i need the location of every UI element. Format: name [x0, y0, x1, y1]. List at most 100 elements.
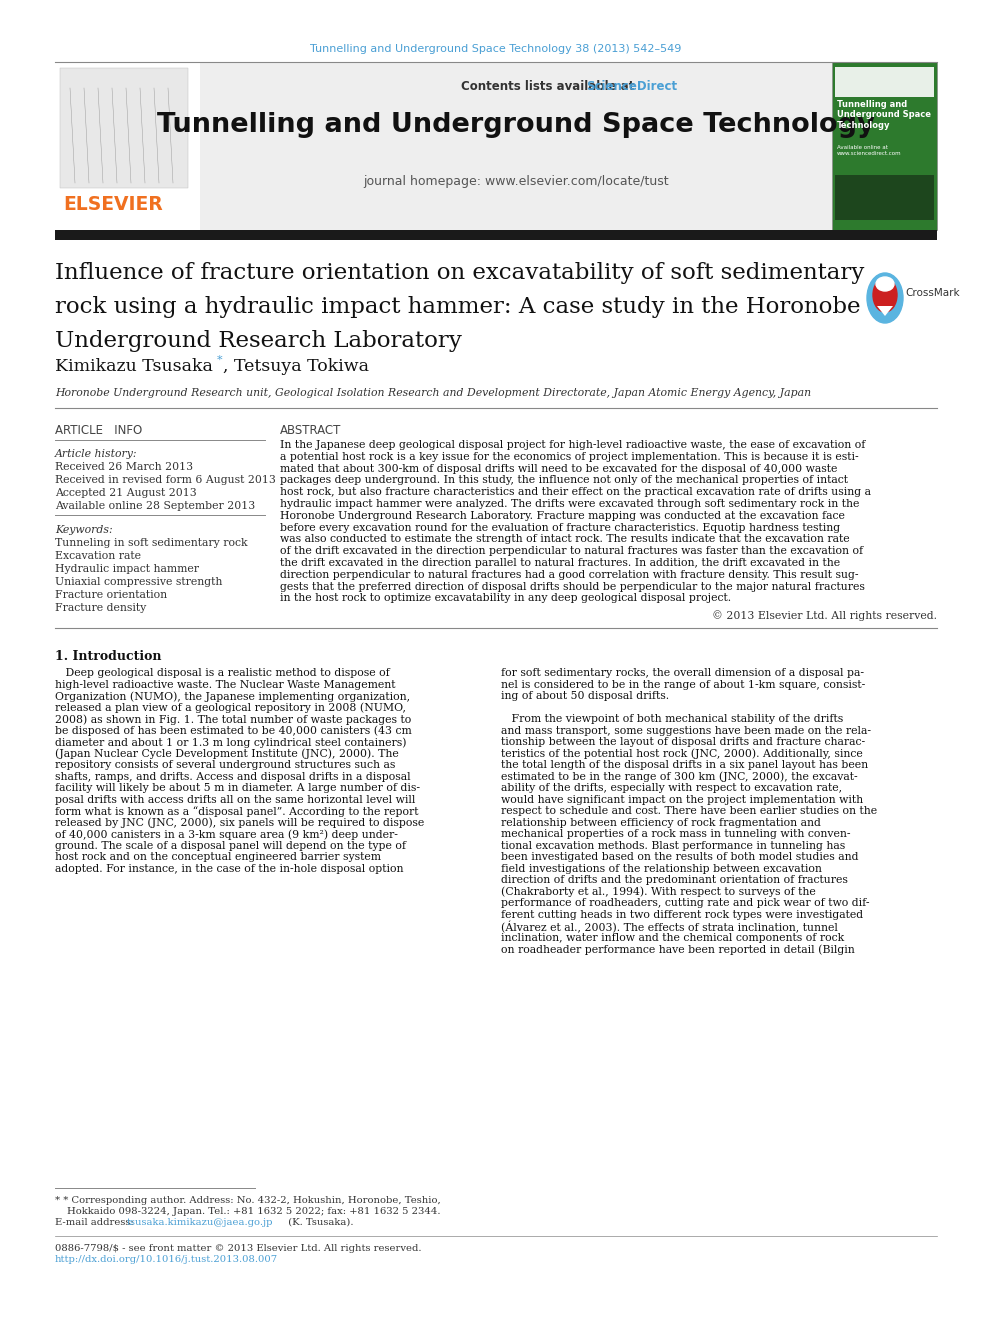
Text: 2008) as shown in Fig. 1. The total number of waste packages to: 2008) as shown in Fig. 1. The total numb…	[55, 714, 412, 725]
Text: inclination, water inflow and the chemical components of rock: inclination, water inflow and the chemic…	[501, 933, 844, 943]
Text: ABSTRACT: ABSTRACT	[280, 423, 341, 437]
Bar	[55, 230, 937, 239]
Text: (K. Tsusaka).: (K. Tsusaka).	[282, 1218, 353, 1226]
Text: Excavation rate: Excavation rate	[55, 550, 141, 561]
Text: the drift excavated in the direction parallel to natural fractures. In addition,: the drift excavated in the direction par…	[280, 558, 840, 568]
Text: high-level radioactive waste. The Nuclear Waste Management: high-level radioactive waste. The Nuclea…	[55, 680, 396, 689]
Text: From the viewpoint of both mechanical stability of the drifts: From the viewpoint of both mechanical st…	[501, 714, 843, 724]
Text: *: *	[217, 355, 222, 365]
Text: In the Japanese deep geological disposal project for high-level radioactive wast: In the Japanese deep geological disposal…	[280, 441, 865, 450]
Text: Underground Research Laboratory: Underground Research Laboratory	[55, 329, 462, 352]
Text: , Tetsuya Tokiwa: , Tetsuya Tokiwa	[223, 359, 369, 374]
Text: Contents lists available at: Contents lists available at	[461, 79, 643, 93]
Text: direction of drifts and the predominant orientation of fractures: direction of drifts and the predominant …	[501, 876, 848, 885]
Text: ing of about 50 disposal drifts.: ing of about 50 disposal drifts.	[501, 691, 670, 701]
Text: shafts, ramps, and drifts. Access and disposal drifts in a disposal: shafts, ramps, and drifts. Access and di…	[55, 771, 411, 782]
Text: Accepted 21 August 2013: Accepted 21 August 2013	[55, 488, 196, 497]
Text: host rock and on the conceptual engineered barrier system: host rock and on the conceptual engineer…	[55, 852, 381, 863]
Bar	[835, 175, 934, 220]
Polygon shape	[877, 306, 893, 316]
Text: diameter and about 1 or 1.3 m long cylindrical steel containers): diameter and about 1 or 1.3 m long cylin…	[55, 737, 407, 747]
Text: released by JNC (JNC, 2000), six panels will be required to dispose: released by JNC (JNC, 2000), six panels …	[55, 818, 425, 828]
Text: field investigations of the relationship between excavation: field investigations of the relationship…	[501, 864, 822, 873]
Bar	[60, 67, 188, 188]
Text: the total length of the disposal drifts in a six panel layout has been: the total length of the disposal drifts …	[501, 761, 868, 770]
Text: be disposed of has been estimated to be 40,000 canisters (43 cm: be disposed of has been estimated to be …	[55, 726, 412, 737]
Text: Hydraulic impact hammer: Hydraulic impact hammer	[55, 564, 199, 574]
Text: host rock, but also fracture characteristics and their effect on the practical e: host rock, but also fracture characteris…	[280, 487, 871, 497]
Text: Influence of fracture orientation on excavatability of soft sedimentary: Influence of fracture orientation on exc…	[55, 262, 864, 284]
Text: tional excavation methods. Blast performance in tunneling has: tional excavation methods. Blast perform…	[501, 840, 845, 851]
Text: (Japan Nuclear Cycle Development Institute (JNC), 2000). The: (Japan Nuclear Cycle Development Institu…	[55, 749, 399, 759]
Text: a potential host rock is a key issue for the economics of project implementation: a potential host rock is a key issue for…	[280, 451, 859, 462]
Text: posal drifts with access drifts all on the same horizontal level will: posal drifts with access drifts all on t…	[55, 795, 416, 804]
Text: estimated to be in the range of 300 km (JNC, 2000), the excavat-: estimated to be in the range of 300 km (…	[501, 771, 858, 782]
Text: Received 26 March 2013: Received 26 March 2013	[55, 462, 193, 472]
Text: released a plan view of a geological repository in 2008 (NUMO,: released a plan view of a geological rep…	[55, 703, 406, 713]
Text: mated that about 300-km of disposal drifts will need to be excavated for the dis: mated that about 300-km of disposal drif…	[280, 463, 837, 474]
Text: adopted. For instance, in the case of the in-hole disposal option: adopted. For instance, in the case of th…	[55, 864, 404, 873]
Text: 0886-7798/$ - see front matter © 2013 Elsevier Ltd. All rights reserved.: 0886-7798/$ - see front matter © 2013 El…	[55, 1244, 422, 1253]
Bar	[832, 62, 937, 230]
Text: Deep geological disposal is a realistic method to dispose of: Deep geological disposal is a realistic …	[55, 668, 390, 679]
Text: of the drift excavated in the direction perpendicular to natural fractures was f: of the drift excavated in the direction …	[280, 546, 863, 556]
Text: Horonobe Underground Research Laboratory. Fracture mapping was conducted at the : Horonobe Underground Research Laboratory…	[280, 511, 845, 521]
Text: Tunnelling and Underground Space Technology: Tunnelling and Underground Space Technol…	[157, 112, 875, 138]
Text: Available online 28 September 2013: Available online 28 September 2013	[55, 501, 255, 511]
Text: Hokkaido 098-3224, Japan. Tel.: +81 1632 5 2022; fax: +81 1632 5 2344.: Hokkaido 098-3224, Japan. Tel.: +81 1632…	[67, 1207, 440, 1216]
Text: been investigated based on the results of both model studies and: been investigated based on the results o…	[501, 852, 858, 863]
Text: Horonobe Underground Research unit, Geological Isolation Research and Developmen: Horonobe Underground Research unit, Geol…	[55, 388, 811, 398]
Text: and mass transport, some suggestions have been made on the rela-: and mass transport, some suggestions hav…	[501, 726, 871, 736]
Text: packages deep underground. In this study, the influence not only of the mechanic: packages deep underground. In this study…	[280, 475, 848, 486]
Text: ARTICLE   INFO: ARTICLE INFO	[55, 423, 142, 437]
Text: mechanical properties of a rock mass in tunneling with conven-: mechanical properties of a rock mass in …	[501, 830, 850, 839]
Bar	[200, 62, 832, 230]
Text: teristics of the potential host rock (JNC, 2000). Additionally, since: teristics of the potential host rock (JN…	[501, 749, 863, 759]
Text: before every excavation round for the evaluation of fracture characteristics. Eq: before every excavation round for the ev…	[280, 523, 840, 533]
Text: ELSEVIER: ELSEVIER	[63, 194, 163, 214]
Text: E-mail address:: E-mail address:	[55, 1218, 140, 1226]
Text: repository consists of several underground structures such as: repository consists of several undergrou…	[55, 761, 396, 770]
Text: 1. Introduction: 1. Introduction	[55, 650, 162, 663]
Text: Available online at
www.sciencedirect.com: Available online at www.sciencedirect.co…	[837, 146, 902, 156]
Text: journal homepage: www.elsevier.com/locate/tust: journal homepage: www.elsevier.com/locat…	[363, 175, 669, 188]
Text: tsusaka.kimikazu@jaea.go.jp: tsusaka.kimikazu@jaea.go.jp	[127, 1218, 274, 1226]
Text: ability of the drifts, especially with respect to excavation rate,: ability of the drifts, especially with r…	[501, 783, 842, 794]
Text: direction perpendicular to natural fractures had a good correlation with fractur: direction perpendicular to natural fract…	[280, 570, 858, 579]
Bar	[55, 62, 200, 230]
Text: relationship between efficiency of rock fragmentation and: relationship between efficiency of rock …	[501, 818, 820, 828]
Text: Fracture orientation: Fracture orientation	[55, 590, 167, 601]
Text: hydraulic impact hammer were analyzed. The drifts were excavated through soft se: hydraulic impact hammer were analyzed. T…	[280, 499, 859, 509]
Text: Tunnelling and Underground Space Technology 38 (2013) 542–549: Tunnelling and Underground Space Technol…	[310, 44, 682, 54]
Text: Tunnelling and
Underground Space
Technology: Tunnelling and Underground Space Technol…	[837, 101, 931, 130]
Text: of 40,000 canisters in a 3-km square area (9 km²) deep under-: of 40,000 canisters in a 3-km square are…	[55, 830, 398, 840]
Text: on roadheader performance have been reported in detail (Bilgin: on roadheader performance have been repo…	[501, 945, 855, 955]
Text: © 2013 Elsevier Ltd. All rights reserved.: © 2013 Elsevier Ltd. All rights reserved…	[712, 610, 937, 620]
Text: tionship between the layout of disposal drifts and fracture charac-: tionship between the layout of disposal …	[501, 737, 865, 747]
Bar	[835, 67, 934, 97]
Text: Tunneling in soft sedimentary rock: Tunneling in soft sedimentary rock	[55, 538, 248, 548]
Text: ferent cutting heads in two different rock types were investigated: ferent cutting heads in two different ro…	[501, 910, 863, 919]
Text: gests that the preferred direction of disposal drifts should be perpendicular to: gests that the preferred direction of di…	[280, 582, 865, 591]
Text: Uniaxial compressive strength: Uniaxial compressive strength	[55, 577, 222, 587]
Ellipse shape	[876, 277, 894, 291]
Text: ground. The scale of a disposal panel will depend on the type of: ground. The scale of a disposal panel wi…	[55, 840, 406, 851]
Text: CrossMark: CrossMark	[905, 288, 959, 298]
Text: ScienceDirect: ScienceDirect	[586, 79, 678, 93]
Text: nel is considered to be in the range of about 1-km square, consist-: nel is considered to be in the range of …	[501, 680, 865, 689]
Text: Kimikazu Tsusaka: Kimikazu Tsusaka	[55, 359, 213, 374]
Text: * * Corresponding author. Address: No. 432-2, Hokushin, Horonobe, Teshio,: * * Corresponding author. Address: No. 4…	[55, 1196, 440, 1205]
Text: facility will likely be about 5 m in diameter. A large number of dis-: facility will likely be about 5 m in dia…	[55, 783, 420, 794]
Text: http://dx.doi.org/10.1016/j.tust.2013.08.007: http://dx.doi.org/10.1016/j.tust.2013.08…	[55, 1256, 278, 1263]
Text: Organization (NUMO), the Japanese implementing organization,: Organization (NUMO), the Japanese implem…	[55, 691, 410, 701]
Text: (Álvarez et al., 2003). The effects of strata inclination, tunnel: (Álvarez et al., 2003). The effects of s…	[501, 921, 838, 934]
Text: was also conducted to estimate the strength of intact rock. The results indicate: was also conducted to estimate the stren…	[280, 534, 849, 544]
Ellipse shape	[873, 278, 897, 312]
Text: form what is known as a “disposal panel”. According to the report: form what is known as a “disposal panel”…	[55, 806, 419, 818]
Text: rock using a hydraulic impact hammer: A case study in the Horonobe: rock using a hydraulic impact hammer: A …	[55, 296, 860, 318]
Text: Received in revised form 6 August 2013: Received in revised form 6 August 2013	[55, 475, 276, 486]
Ellipse shape	[867, 273, 903, 323]
Text: in the host rock to optimize excavatability in any deep geological disposal proj: in the host rock to optimize excavatabil…	[280, 594, 731, 603]
Text: Keywords:: Keywords:	[55, 525, 113, 534]
Text: Article history:: Article history:	[55, 448, 138, 459]
